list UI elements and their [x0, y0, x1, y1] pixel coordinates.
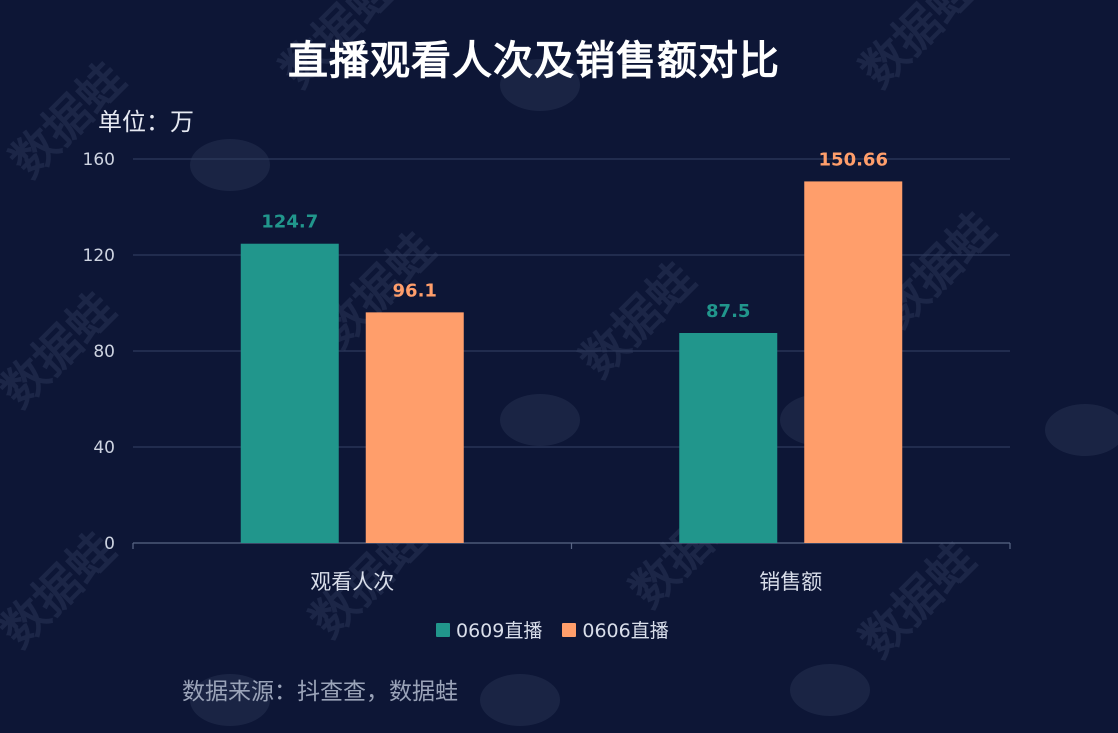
legend-swatch-series-1 [436, 622, 450, 637]
bar [804, 181, 903, 543]
data-label: 87.5 [706, 301, 750, 322]
y-tick-label: 120 [83, 246, 115, 266]
data-source-note: 数据来源：抖查查，数据蛙 [182, 679, 458, 705]
bar [365, 312, 464, 543]
data-label: 150.66 [819, 149, 888, 170]
legend-item-series-1[interactable]: 0609直播 [436, 616, 542, 643]
x-tick-label: 观看人次 [310, 570, 394, 594]
data-label: 96.1 [393, 280, 437, 301]
y-tick-label: 0 [104, 534, 115, 554]
x-tick-label: 销售额 [759, 570, 822, 594]
y-axis-unit-label: 单位：万 [98, 108, 194, 136]
bar [679, 333, 778, 543]
data-label: 124.7 [261, 212, 318, 233]
legend-item-series-2[interactable]: 0606直播 [562, 616, 669, 643]
chart-legend: 0609直播 0606直播 [436, 616, 689, 643]
legend-label-series-2: 0606直播 [582, 620, 669, 642]
bar [240, 243, 339, 543]
y-tick-label: 160 [83, 150, 115, 170]
chart-title: 直播观看人次及销售额对比 [288, 38, 780, 84]
legend-label-series-1: 0609直播 [456, 620, 543, 642]
y-tick-label: 40 [93, 438, 115, 458]
y-tick-label: 80 [93, 342, 115, 362]
legend-swatch-series-2 [562, 622, 577, 637]
